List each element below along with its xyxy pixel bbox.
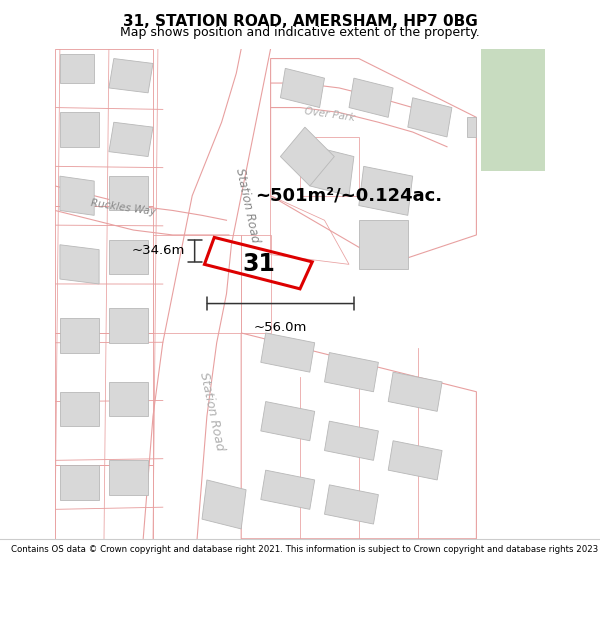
Text: Map shows position and indicative extent of the property.: Map shows position and indicative extent… <box>120 26 480 39</box>
Polygon shape <box>60 54 94 83</box>
Polygon shape <box>310 147 354 196</box>
Text: ~56.0m: ~56.0m <box>254 321 307 334</box>
Polygon shape <box>60 318 99 352</box>
Text: ~501m²/~0.124ac.: ~501m²/~0.124ac. <box>256 187 443 205</box>
Polygon shape <box>359 220 408 269</box>
Text: Contains OS data © Crown copyright and database right 2021. This information is : Contains OS data © Crown copyright and d… <box>11 545 600 554</box>
Polygon shape <box>467 118 476 137</box>
Polygon shape <box>408 98 452 137</box>
Polygon shape <box>202 480 246 529</box>
Polygon shape <box>109 240 148 274</box>
Polygon shape <box>109 461 148 494</box>
Polygon shape <box>261 401 315 441</box>
Bar <box>481 49 545 171</box>
Polygon shape <box>60 176 94 216</box>
Polygon shape <box>325 352 379 392</box>
Polygon shape <box>388 372 442 411</box>
Polygon shape <box>325 485 379 524</box>
Polygon shape <box>261 333 315 372</box>
Polygon shape <box>325 421 379 461</box>
Polygon shape <box>349 78 393 118</box>
Polygon shape <box>60 465 99 499</box>
Text: Over Park: Over Park <box>304 106 355 123</box>
Text: 31, STATION ROAD, AMERSHAM, HP7 0BG: 31, STATION ROAD, AMERSHAM, HP7 0BG <box>122 14 478 29</box>
Polygon shape <box>261 470 315 509</box>
Polygon shape <box>60 392 99 426</box>
Text: ~34.6m: ~34.6m <box>131 244 185 258</box>
Polygon shape <box>109 59 153 93</box>
Polygon shape <box>109 176 148 211</box>
Polygon shape <box>388 441 442 480</box>
Polygon shape <box>109 382 148 416</box>
Polygon shape <box>109 122 153 156</box>
Text: Station Road: Station Road <box>233 167 262 244</box>
Polygon shape <box>60 245 99 284</box>
Polygon shape <box>280 127 334 186</box>
Text: Ruckles Way: Ruckles Way <box>91 199 157 217</box>
Text: 31: 31 <box>242 253 275 276</box>
Polygon shape <box>359 166 413 216</box>
Polygon shape <box>60 112 99 147</box>
Polygon shape <box>109 309 148 342</box>
Polygon shape <box>280 68 325 108</box>
Text: Station Road: Station Road <box>197 371 226 452</box>
